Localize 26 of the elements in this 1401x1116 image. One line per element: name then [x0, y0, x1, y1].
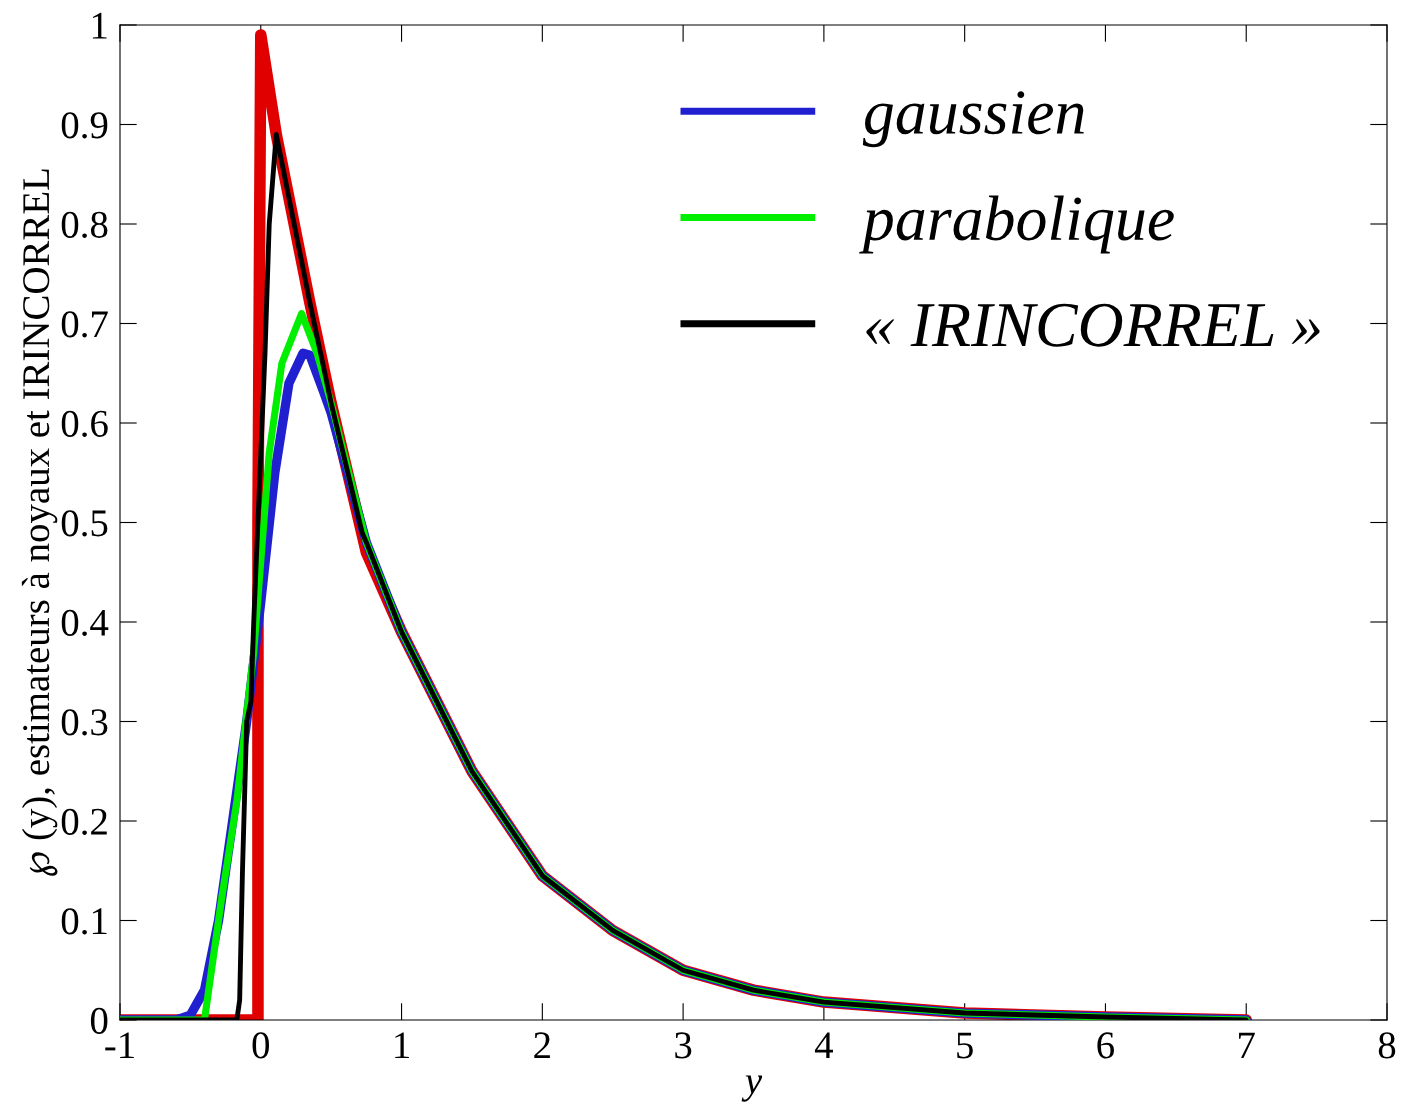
legend-label: « IRINCORREL »	[866, 303, 1320, 347]
y-tick-label: 0.8	[61, 211, 108, 239]
x-tick-label: 5	[957, 1032, 973, 1059]
x-tick-label: 7	[1239, 1032, 1255, 1059]
y-tick-label: 0.9	[61, 112, 108, 139]
y-tick-label: 1	[92, 12, 107, 39]
x-tick-label: 2	[534, 1032, 550, 1059]
x-tick-label: 6	[1097, 1032, 1115, 1059]
y-tick-label: 0.5	[61, 510, 108, 537]
y-tick-label: 0.7	[61, 311, 108, 338]
x-tick-label: 4	[814, 1032, 833, 1059]
y-axis-title: ℘ (y), estimateurs à noyaux et IRINCORREL	[21, 169, 58, 876]
legend-label: parabolique	[859, 195, 1174, 254]
y-tick-label: 0.2	[61, 808, 107, 836]
x-tick-label: 3	[675, 1032, 692, 1059]
y-tick-label: 0.6	[61, 410, 108, 438]
x-tick-label: 0	[252, 1032, 270, 1059]
x-tick-label: 1	[395, 1032, 409, 1059]
y-tick-label: 0.4	[61, 609, 109, 637]
x-tick-label: -1	[105, 1032, 134, 1059]
y-tick-label: 0	[90, 1007, 108, 1034]
legend-label: gaussien	[862, 91, 1084, 148]
y-tick-label: 0.1	[61, 908, 107, 935]
x-axis-title: y	[741, 1075, 763, 1102]
x-tick-label: 8	[1378, 1032, 1396, 1059]
y-tick-label: 0.3	[61, 709, 108, 736]
